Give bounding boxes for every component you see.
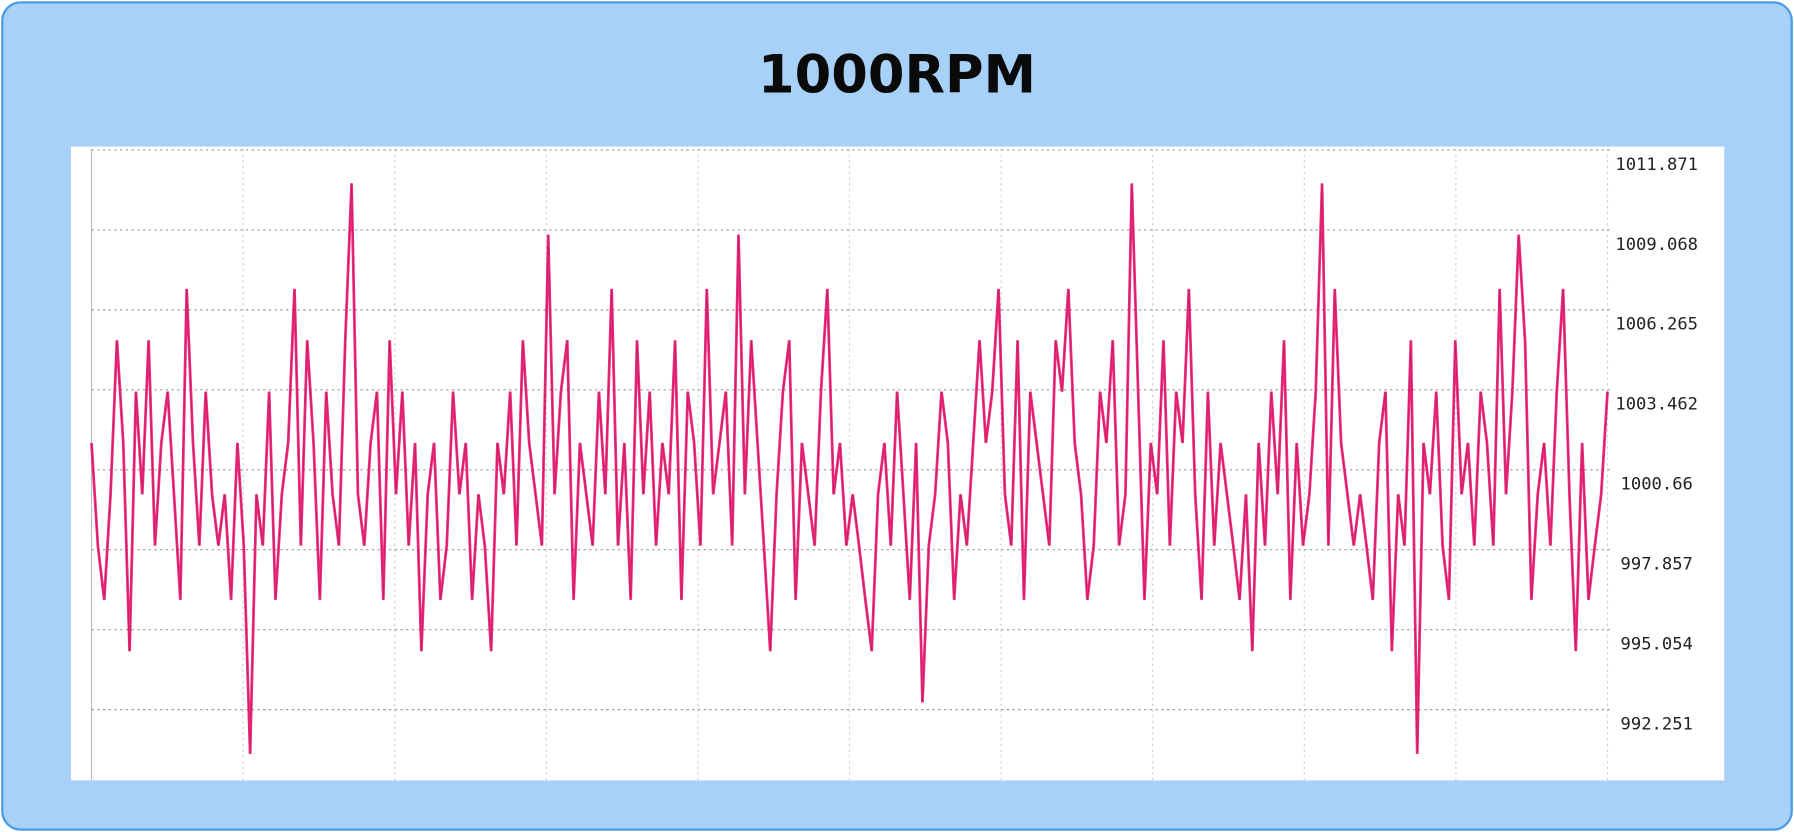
y-tick-label: 995.054 xyxy=(1621,635,1693,655)
y-tick-label: 1003.462 xyxy=(1615,395,1698,415)
plot-area xyxy=(70,146,1725,781)
y-tick-label: 997.857 xyxy=(1621,555,1693,575)
y-tick-label: 1006.265 xyxy=(1615,315,1698,335)
y-tick-label: 1011.871 xyxy=(1615,155,1698,175)
y-tick-label: 1000.66 xyxy=(1621,475,1693,495)
y-tick-label: 1009.068 xyxy=(1615,235,1698,255)
series-line-edge xyxy=(91,183,1608,754)
chart-title: 1000RPM xyxy=(758,45,1036,106)
y-tick-label: 992.251 xyxy=(1621,715,1693,735)
